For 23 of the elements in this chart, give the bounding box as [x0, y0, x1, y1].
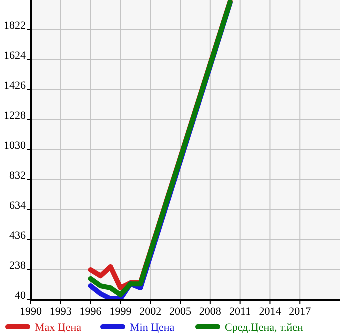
y-tick-label: 1030 — [4, 140, 26, 152]
y-tick-label: 238 — [10, 260, 26, 272]
y-tick-label: 1624 — [4, 50, 26, 62]
x-tick-label: 2014 — [259, 306, 282, 318]
x-tick-label: 2002 — [140, 306, 162, 318]
legend-label: Min Цена — [130, 322, 175, 334]
x-tick-label: 1993 — [50, 306, 72, 318]
x-tick-label: 2017 — [289, 306, 312, 318]
x-tick-label: 1996 — [80, 306, 102, 318]
x-tick-label: 2008 — [199, 306, 222, 318]
y-tick-label: 436 — [10, 230, 26, 242]
x-tick-label: 2005 — [170, 306, 192, 318]
x-tick-label: 2011 — [230, 306, 252, 318]
y-tick-label: 832 — [10, 170, 26, 182]
legend-label: Max Цена — [35, 322, 82, 334]
y-tick-label: 40 — [15, 290, 26, 302]
x-tick-label: 1999 — [110, 306, 132, 318]
y-tick-label: 634 — [10, 200, 26, 212]
y-tick-label: 1426 — [4, 80, 26, 92]
y-tick-label: 1822 — [4, 20, 26, 32]
legend-label: Сред.Цена, т.йен — [225, 322, 304, 334]
x-tick-label: 1990 — [20, 306, 42, 318]
y-tick-label: 1228 — [4, 110, 26, 122]
